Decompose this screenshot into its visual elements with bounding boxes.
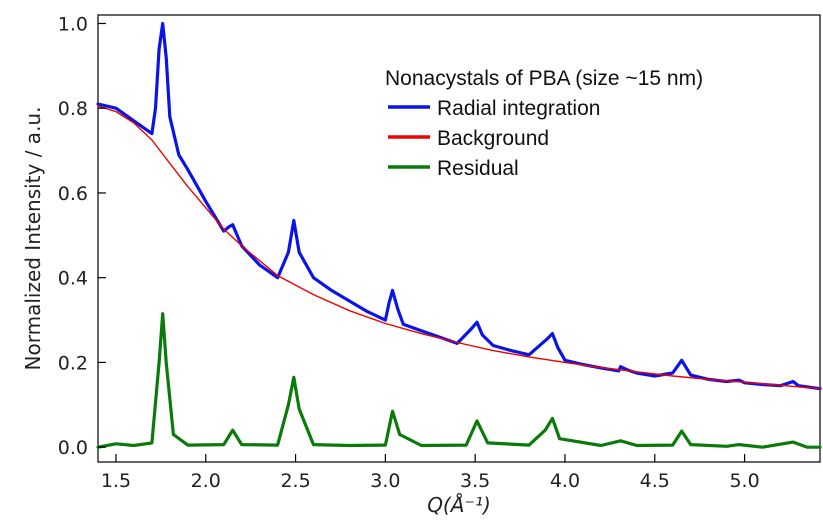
series-line-radial-integration [96, 21, 822, 391]
plot-border [97, 14, 821, 463]
legend-title: Nonacystals of PBA (size ~15 nm) [385, 67, 703, 90]
legend-label: Residual [437, 157, 519, 180]
legend-label: Background [437, 127, 549, 150]
x-tick-label: 3.5 [460, 470, 490, 492]
ticks-layer: 1.5 2.0 2.5 3.0 3.5 4.0 4.5 5.0 0.0 0.2 0.4 0.6 0.8 1… [58, 13, 760, 492]
series-line-background [97, 105, 821, 390]
legend-label: Radial integration [437, 97, 600, 120]
plot-area [97, 14, 821, 463]
series-line-residual [96, 312, 822, 449]
x-tick-label: 5.0 [729, 470, 759, 492]
y-tick-label: 0.4 [58, 268, 88, 290]
y-axis-label: Normalized Intensity / a.u. [21, 107, 45, 371]
series-layer [96, 21, 822, 449]
legend: Nonacystals of PBA (size ~15 nm) Radial … [385, 67, 703, 180]
x-tick-label: 2.5 [280, 470, 310, 492]
x-tick-label: 3.0 [370, 470, 400, 492]
y-tick-label: 1.0 [58, 13, 88, 35]
y-tick-label: 0.8 [58, 98, 88, 120]
x-tick-label: 4.0 [550, 470, 580, 492]
x-axis-label: Q(Å⁻¹) [427, 493, 491, 517]
x-tick-label: 4.5 [640, 470, 670, 492]
x-tick-label: 1.5 [101, 470, 131, 492]
y-tick-label: 0.6 [58, 183, 88, 205]
y-tick-label: 0.0 [58, 437, 88, 459]
x-tick-label: 2.0 [191, 470, 221, 492]
y-tick-label: 0.2 [58, 352, 88, 374]
